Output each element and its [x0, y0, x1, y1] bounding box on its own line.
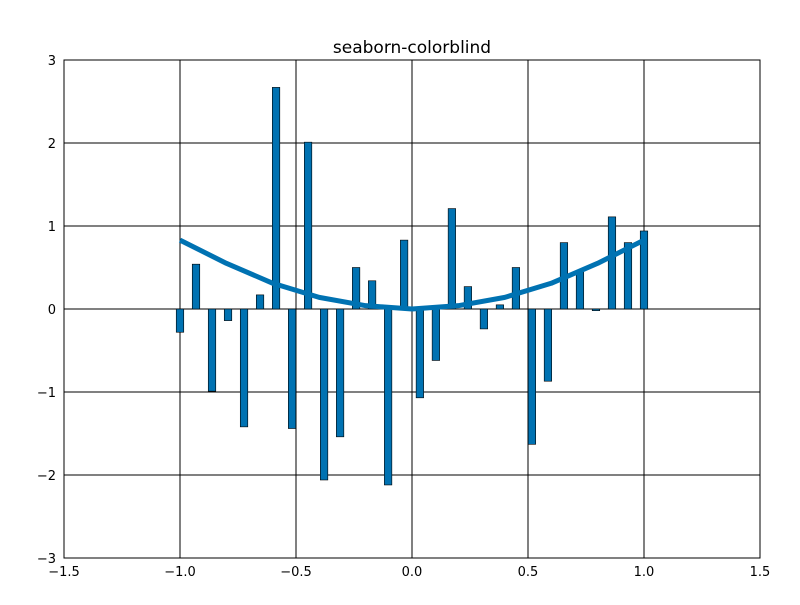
bar — [288, 308, 297, 429]
bar — [207, 308, 217, 392]
chart-title: seaborn-colorblind — [333, 38, 491, 58]
y-tick-label: −3 — [37, 552, 56, 567]
bar — [495, 304, 504, 310]
bar — [400, 239, 409, 310]
y-tick-label: 2 — [48, 137, 56, 152]
bar — [463, 286, 472, 310]
x-tick-label: 0.5 — [518, 565, 539, 580]
bar — [175, 308, 185, 333]
y-tick-label: 3 — [48, 54, 56, 69]
bar — [255, 294, 265, 310]
bar — [239, 308, 249, 428]
bar — [543, 308, 553, 382]
bar — [511, 267, 520, 310]
x-tick-label: −0.5 — [280, 565, 312, 580]
bar — [431, 308, 440, 361]
bar — [368, 280, 377, 310]
bar — [320, 308, 329, 481]
x-axis-ticks: −1.5 −1.0 −0.5 0.0 0.5 1.0 1.5 — [48, 60, 770, 580]
bar — [352, 267, 361, 310]
bar — [575, 270, 585, 310]
x-tick-label: −1.5 — [48, 565, 80, 580]
y-tick-label: 0 — [48, 303, 56, 318]
bar — [591, 308, 601, 311]
bar — [639, 230, 649, 310]
bar — [271, 87, 281, 310]
bar — [191, 263, 201, 310]
bar — [384, 308, 393, 486]
y-axis-ticks: −3 −2 −1 0 1 2 3 — [37, 54, 760, 567]
x-tick-label: 1.0 — [634, 565, 655, 580]
y-tick-label: −2 — [37, 469, 56, 484]
x-tick-label: 1.5 — [750, 565, 771, 580]
trend-line — [178, 237, 646, 312]
y-tick-label: 1 — [48, 220, 56, 235]
bar — [447, 208, 456, 310]
bar — [304, 141, 313, 310]
trend-line-layer — [178, 237, 646, 312]
x-tick-label: −1.0 — [164, 565, 196, 580]
bar — [479, 308, 488, 330]
bar — [415, 308, 424, 399]
bars — [175, 87, 649, 486]
x-tick-label: 0.0 — [402, 565, 423, 580]
bar — [623, 242, 633, 310]
y-tick-label: −1 — [37, 386, 56, 401]
bar — [527, 308, 536, 445]
bar — [336, 308, 345, 438]
bar — [223, 308, 233, 321]
bar — [607, 216, 617, 310]
